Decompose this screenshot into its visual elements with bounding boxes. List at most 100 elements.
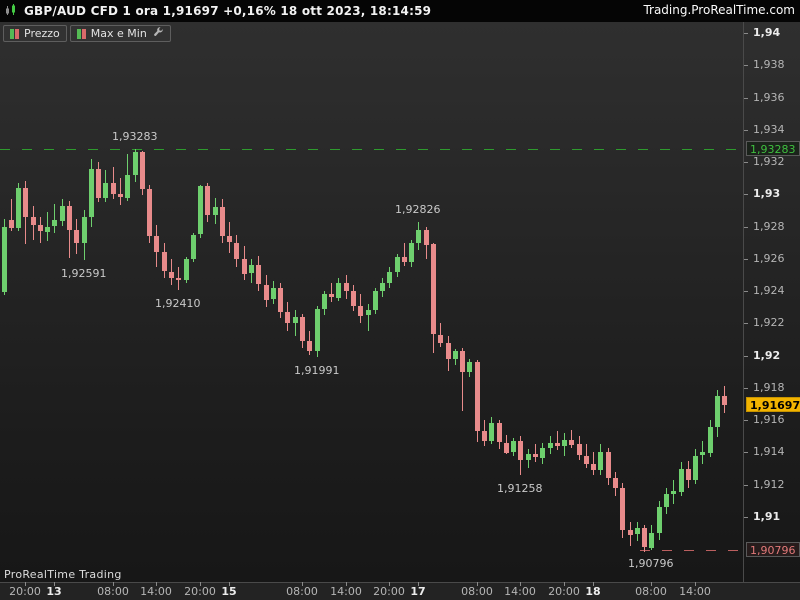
price-series-button[interactable]: Prezzo xyxy=(3,25,67,42)
candle xyxy=(686,469,691,480)
y-axis-label: 1,938 xyxy=(753,58,785,71)
chart-plot-area[interactable]: 1,93283 1,92591 1,92410 1,91991 1,92826 1,912… xyxy=(0,22,743,582)
time-axis[interactable]: 20:00 13 08:00 14:00 20:00 15 08:00 14:00 20:00 1… xyxy=(0,582,800,600)
title-bar: GBP/AUD CFD 1 ora 1,91697 +0,16% 18 ott … xyxy=(0,0,800,22)
level-price-tag: 1,90796 xyxy=(746,542,800,557)
candle xyxy=(431,244,436,334)
x-axis-tick xyxy=(54,582,55,586)
candle xyxy=(271,288,276,299)
candle xyxy=(657,507,662,533)
candle xyxy=(409,243,414,262)
candle xyxy=(307,341,312,351)
candle xyxy=(67,206,72,230)
candle xyxy=(395,257,400,272)
candle xyxy=(497,423,502,442)
candle xyxy=(293,317,298,323)
candles-mini-icon xyxy=(10,28,19,39)
candle xyxy=(649,533,654,548)
x-axis-label: 20:00 xyxy=(548,585,580,598)
candle xyxy=(555,443,560,446)
chart-toolbar: Prezzo Max e Min xyxy=(3,25,171,42)
y-axis-tick xyxy=(744,356,748,357)
extreme-price-annotation: 1,90796 xyxy=(628,557,674,570)
candle xyxy=(82,217,87,243)
x-axis-tick xyxy=(229,582,230,586)
candle xyxy=(482,431,487,441)
candle xyxy=(2,227,7,292)
y-axis-tick xyxy=(744,323,748,324)
candle xyxy=(598,452,603,470)
candle xyxy=(373,291,378,310)
candle xyxy=(300,317,305,341)
y-axis-label: 1,936 xyxy=(753,91,785,104)
candle xyxy=(315,309,320,351)
x-axis-tick xyxy=(25,582,26,586)
y-axis-tick xyxy=(744,420,748,421)
candle xyxy=(642,528,647,547)
candle xyxy=(220,207,225,236)
candle xyxy=(489,423,494,441)
candle xyxy=(111,183,116,194)
y-axis-label: 1,922 xyxy=(753,316,785,329)
x-axis-tick xyxy=(477,582,478,586)
level-price-tag: 1,93283 xyxy=(746,141,800,156)
candle xyxy=(664,494,669,507)
price-axis[interactable]: 1,94 1,938 1,936 1,934 1,932 1,93 1,928 1,926 1,… xyxy=(744,22,800,582)
candle xyxy=(504,443,509,453)
x-axis-label: 14:00 xyxy=(330,585,362,598)
x-axis-tick xyxy=(593,582,594,586)
x-axis-tick xyxy=(200,582,201,586)
candle xyxy=(467,362,472,372)
candle-wick xyxy=(368,304,369,331)
candle xyxy=(511,441,516,452)
wrench-icon[interactable] xyxy=(152,26,164,41)
candlestick-chart-icon xyxy=(4,2,18,21)
x-axis-tick xyxy=(113,582,114,586)
candle xyxy=(700,452,705,455)
candle xyxy=(402,257,407,262)
candle xyxy=(453,351,458,359)
y-axis-label: 1,916 xyxy=(753,413,785,426)
y-axis-label: 1,926 xyxy=(753,252,785,265)
y-axis-label: 1,94 xyxy=(753,26,781,39)
candle xyxy=(606,452,611,478)
candle-wick xyxy=(535,444,536,462)
y-axis-label: 1,92 xyxy=(753,349,781,362)
platform-watermark: Trading.ProRealTime.com xyxy=(643,3,795,17)
x-axis-tick xyxy=(346,582,347,586)
candle xyxy=(213,207,218,215)
candle xyxy=(613,478,618,488)
x-axis-tick xyxy=(651,582,652,586)
y-axis-label: 1,928 xyxy=(753,220,785,233)
x-axis-tick xyxy=(418,582,419,586)
candle xyxy=(351,291,356,306)
extreme-price-annotation: 1,91991 xyxy=(294,364,340,377)
candle xyxy=(31,217,36,225)
y-axis-label: 1,924 xyxy=(753,284,785,297)
candle xyxy=(584,456,589,464)
candle xyxy=(708,427,713,453)
max-min-indicator-label: Max e Min xyxy=(90,27,147,40)
extreme-price-annotation: 1,92410 xyxy=(155,297,201,310)
max-min-indicator-button[interactable]: Max e Min xyxy=(69,25,171,42)
candle-wick xyxy=(295,310,296,336)
y-axis-separator xyxy=(743,22,744,582)
candle xyxy=(679,469,684,492)
x-axis-label: 08:00 xyxy=(97,585,129,598)
candle xyxy=(234,243,239,259)
y-axis-tick xyxy=(744,98,748,99)
y-axis-label: 1,91 xyxy=(753,510,781,523)
candle-wick xyxy=(557,431,558,450)
candle xyxy=(227,236,232,242)
x-axis-label: 15 xyxy=(221,585,237,598)
candle xyxy=(125,175,130,198)
y-axis-tick xyxy=(744,485,748,486)
candle xyxy=(9,220,14,228)
candle xyxy=(242,259,247,274)
candle-wick xyxy=(11,199,12,231)
candle xyxy=(671,491,676,494)
y-axis-tick xyxy=(744,162,748,163)
y-axis-tick xyxy=(744,291,748,292)
candle xyxy=(366,310,371,315)
candle xyxy=(52,220,57,226)
